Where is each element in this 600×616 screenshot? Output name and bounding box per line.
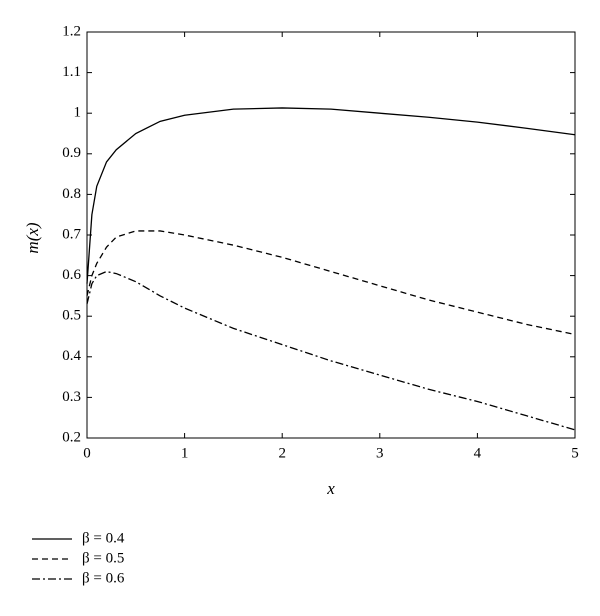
x-tick-label: 1 bbox=[181, 445, 189, 461]
y-tick-label: 0.8 bbox=[62, 186, 81, 202]
x-tick-label: 4 bbox=[474, 445, 482, 461]
y-tick-label: 0.9 bbox=[62, 145, 81, 161]
x-axis-label: x bbox=[326, 479, 335, 498]
series-line bbox=[86, 107, 576, 284]
y-tick-label: 0.6 bbox=[62, 267, 81, 283]
y-tick-label: 0.4 bbox=[62, 348, 81, 364]
x-tick-label: 2 bbox=[278, 445, 286, 461]
y-tick-label: 0.7 bbox=[62, 226, 81, 242]
series-line bbox=[86, 270, 576, 431]
y-axis-label: m(x) bbox=[23, 222, 42, 253]
y-tick-label: 1.1 bbox=[62, 64, 81, 80]
series-line bbox=[86, 230, 576, 336]
legend-label: β = 0.5 bbox=[82, 550, 124, 566]
legend-label: β = 0.4 bbox=[82, 530, 125, 546]
y-tick-label: 0.5 bbox=[62, 308, 81, 324]
x-tick-label: 3 bbox=[376, 445, 384, 461]
x-tick-label: 5 bbox=[571, 445, 579, 461]
y-tick-label: 0.3 bbox=[62, 389, 81, 405]
y-tick-label: 1.2 bbox=[62, 23, 81, 39]
x-tick-label: 0 bbox=[83, 445, 91, 461]
plot-frame bbox=[86, 31, 576, 439]
legend-label: β = 0.6 bbox=[82, 570, 125, 586]
y-tick-label: 0.2 bbox=[62, 429, 81, 445]
y-tick-label: 1 bbox=[74, 105, 82, 121]
